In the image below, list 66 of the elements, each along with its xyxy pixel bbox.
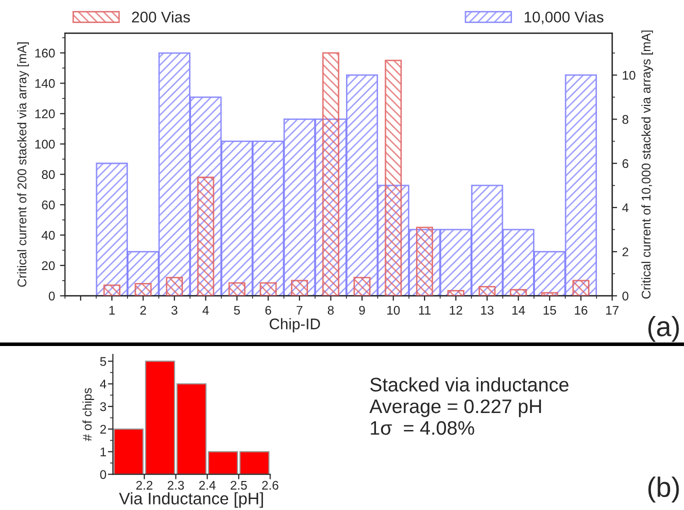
bar [290, 280, 308, 296]
x-tick-label: 13 [481, 306, 494, 315]
x-tick-label: 11 [419, 306, 430, 315]
bar [478, 286, 496, 296]
y-tick-label: 4 [100, 380, 106, 388]
text: (b) [648, 476, 679, 503]
x-tick-label: 10 [387, 306, 400, 315]
bar [103, 284, 120, 296]
x-tick-label: 17 [606, 306, 619, 315]
x-tick-label: 4 [202, 306, 209, 315]
y-tick-label: 1 [100, 448, 106, 456]
legend-label: 10,000 Vias [524, 11, 604, 24]
x-tick-label: 7 [296, 306, 302, 315]
y-tick-label: 0 [48, 292, 55, 300]
y2-tick-label: 0 [622, 292, 628, 300]
x-tick-label: 9 [359, 306, 365, 315]
y-tick-label: 100 [35, 140, 55, 149]
x-tick-label: 2.6 [262, 480, 278, 490]
x-tick-label: 2.4 [199, 480, 216, 490]
y-tick-label: 160 [35, 48, 55, 58]
x-tick-label: 2 [140, 306, 146, 315]
x-axis-title: Via Inductance [pH] [119, 492, 263, 508]
y-tick-label: 20 [42, 261, 55, 270]
y2-tick-label: 4 [622, 203, 628, 212]
x-tick-label: 1 [109, 306, 115, 315]
bar [510, 289, 527, 296]
x-tick-label: 16 [574, 306, 588, 315]
bar [572, 280, 590, 296]
x-tick-label: 6 [265, 306, 272, 315]
y2-tick-label: 10 [622, 70, 636, 80]
y2-tick-label: 2 [622, 247, 628, 256]
bar [260, 282, 277, 296]
x-tick-label: 8 [328, 306, 334, 315]
x-axis-title: Chip-ID [270, 318, 320, 332]
bar [228, 282, 246, 296]
x-tick-label: 3 [171, 306, 178, 315]
y-tick-label: 120 [35, 109, 55, 118]
x-tick-label: 2.3 [168, 480, 184, 490]
y-tick-label: 140 [35, 79, 55, 88]
bar [447, 290, 464, 296]
y-tick-label: 60 [42, 200, 55, 210]
bar [166, 276, 183, 296]
text: (a) [648, 316, 679, 342]
legend-label: 200 Vias [132, 11, 190, 22]
bar [197, 176, 214, 296]
x-tick-label: 2.5 [230, 480, 247, 490]
x-tick-label: 15 [544, 306, 556, 315]
y-tick-label: 2 [100, 424, 106, 434]
y-tick-label: 5 [100, 357, 106, 366]
x-tick-label: 12 [450, 306, 462, 315]
y-tick-label: 80 [42, 170, 55, 179]
x-tick-label: 14 [512, 306, 525, 315]
y2-tick-label: 6 [622, 159, 628, 168]
y-tick-label: 0 [100, 470, 106, 479]
y2-axis-title: Critical current of 10,000 stacked via arrays [mA] [641, 30, 654, 299]
text: Stacked via inductance Average = 0.227 pH 1σ = 4.08% [369, 377, 568, 435]
x-tick-label: 2.2 [136, 480, 152, 490]
y-tick-label: 3 [100, 402, 106, 412]
x-tick-label: 5 [234, 306, 240, 315]
y-axis-title: Critical current of 200 stacked via array [mA] [17, 42, 29, 287]
bar [134, 282, 152, 296]
y2-tick-label: 8 [622, 115, 628, 124]
bar [541, 292, 558, 296]
y-tick-label: 40 [42, 230, 55, 240]
y-axis-title: # of chips [82, 388, 94, 442]
bar [354, 276, 371, 296]
